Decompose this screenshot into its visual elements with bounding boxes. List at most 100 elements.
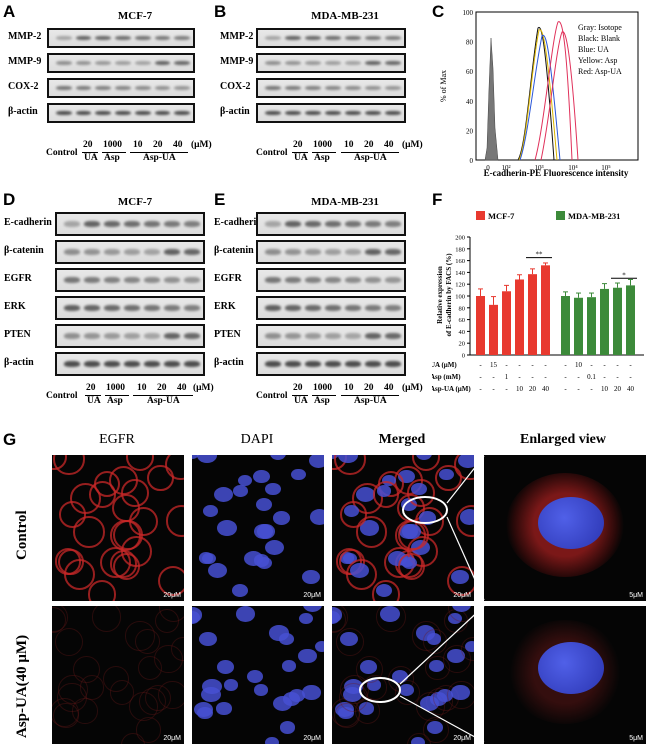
bar xyxy=(502,291,511,355)
lane-10: 10 xyxy=(137,383,147,393)
lane-control: Control xyxy=(256,148,288,158)
blot-band xyxy=(345,305,361,311)
flow-legend-entry: Red: Asp-UA xyxy=(578,67,622,76)
blot-band xyxy=(325,305,341,311)
blot-band xyxy=(164,305,180,311)
cell-nucleus xyxy=(281,659,297,672)
cell-membrane xyxy=(59,501,86,529)
cell-nucleus xyxy=(356,487,376,503)
row-label-control: Control xyxy=(14,510,30,560)
micrograph: 5μM xyxy=(484,606,646,744)
blot-band xyxy=(385,35,401,41)
blot-band xyxy=(64,277,80,283)
blot-band xyxy=(115,85,131,91)
y-tick-label: 20 xyxy=(459,341,466,348)
treatment-cell: - xyxy=(616,361,619,369)
blot-row-label: EGFR xyxy=(214,273,242,284)
blot-band xyxy=(144,333,160,339)
panel-label-g: G xyxy=(3,430,17,449)
treatment-cell: - xyxy=(518,361,521,369)
cell-membrane xyxy=(345,558,378,590)
flow-histogram: 100 80 60 40 20 0 0 10² 10³ 10⁴ 10⁵ Gray: Isotope… xyxy=(439,9,639,178)
scale-bar: 20μM xyxy=(163,735,181,742)
treatment-cell: - xyxy=(479,373,482,381)
scale-bar: 20μM xyxy=(303,592,321,599)
blot-band xyxy=(56,60,72,66)
bar xyxy=(574,297,583,355)
cell-nucleus xyxy=(246,669,264,683)
blot-strip xyxy=(55,212,205,236)
treatment-cell: 10 xyxy=(575,361,583,369)
blot-band xyxy=(365,305,381,311)
blot-band xyxy=(164,277,180,283)
cell-nucleus xyxy=(342,686,363,702)
flow-legend-entry: Gray: Isotope xyxy=(578,23,622,32)
cell-nucleus xyxy=(458,455,474,469)
lane-40: 40 xyxy=(384,140,394,150)
isotope-peak xyxy=(484,37,499,161)
blot-band xyxy=(95,60,112,66)
cell-nucleus xyxy=(207,562,228,579)
lane-unit: (μM) xyxy=(402,140,423,150)
blot-strip xyxy=(55,352,205,376)
blot-band xyxy=(84,221,100,227)
blot-band xyxy=(164,361,180,367)
micrograph: 20μM xyxy=(332,606,474,744)
blot-band xyxy=(385,249,401,255)
lane-20: 20 xyxy=(86,383,96,393)
cell-nucleus xyxy=(349,562,370,579)
treatment-label: Asp (mM) xyxy=(432,373,461,381)
bar xyxy=(515,279,524,355)
blot-band xyxy=(184,221,200,227)
lane-asp: Asp xyxy=(314,396,330,406)
blot-band xyxy=(365,249,381,255)
scale-bar: 5μM xyxy=(629,735,643,742)
blot-band xyxy=(154,85,171,91)
blot-band xyxy=(385,305,401,311)
cell-nucleus xyxy=(214,487,233,503)
blot-band xyxy=(184,305,200,311)
treatment-cell: 10 xyxy=(601,385,609,393)
blot-band xyxy=(64,333,80,339)
blot-band xyxy=(345,361,361,367)
blot-band xyxy=(285,85,301,91)
cell-nucleus xyxy=(237,474,253,487)
cell-nucleus xyxy=(265,483,281,496)
cell-nucleus xyxy=(381,474,397,487)
panel-a-lanes: Control 20 1000 10 20 40 (μM) UA Asp Asp… xyxy=(0,140,212,170)
panel-label-c: C xyxy=(432,2,445,21)
flow-ylabel: % of Max xyxy=(439,70,448,102)
bar xyxy=(600,288,609,355)
blot-band xyxy=(265,305,281,311)
panel-label-b: B xyxy=(214,2,227,21)
blot-strip xyxy=(47,53,195,73)
blot-band xyxy=(124,249,140,255)
blot-strip xyxy=(256,352,406,376)
cell-nucleus xyxy=(411,483,427,496)
blot-band xyxy=(104,249,120,255)
blot-band xyxy=(104,305,120,311)
cell-membrane xyxy=(371,580,400,601)
cell-nucleus xyxy=(359,660,377,674)
treatment-cell: 40 xyxy=(627,385,635,393)
blot-band xyxy=(95,85,112,91)
blot-band xyxy=(64,305,80,311)
treatment-cell: - xyxy=(564,385,567,393)
cell-nucleus xyxy=(192,455,199,460)
micrograph: 20μM xyxy=(192,606,324,744)
blot-row-label: MMP-9 xyxy=(220,56,254,67)
treatment-cell: 10 xyxy=(516,385,524,393)
treatment-cell: - xyxy=(479,385,482,393)
blot-row-label: MMP-2 xyxy=(8,31,42,42)
blot-band xyxy=(385,333,401,339)
blot-band xyxy=(265,110,281,116)
blot-band xyxy=(174,85,190,91)
cell-nucleus xyxy=(402,524,421,539)
blot-row-label: ERK xyxy=(214,301,236,312)
blot-strip xyxy=(256,78,406,98)
blot-row-label: β-catenin xyxy=(4,245,44,256)
blot-band xyxy=(104,277,120,283)
blot-row-label: PTEN xyxy=(214,329,241,340)
blot-band xyxy=(385,60,401,66)
cell-nucleus xyxy=(459,509,474,525)
